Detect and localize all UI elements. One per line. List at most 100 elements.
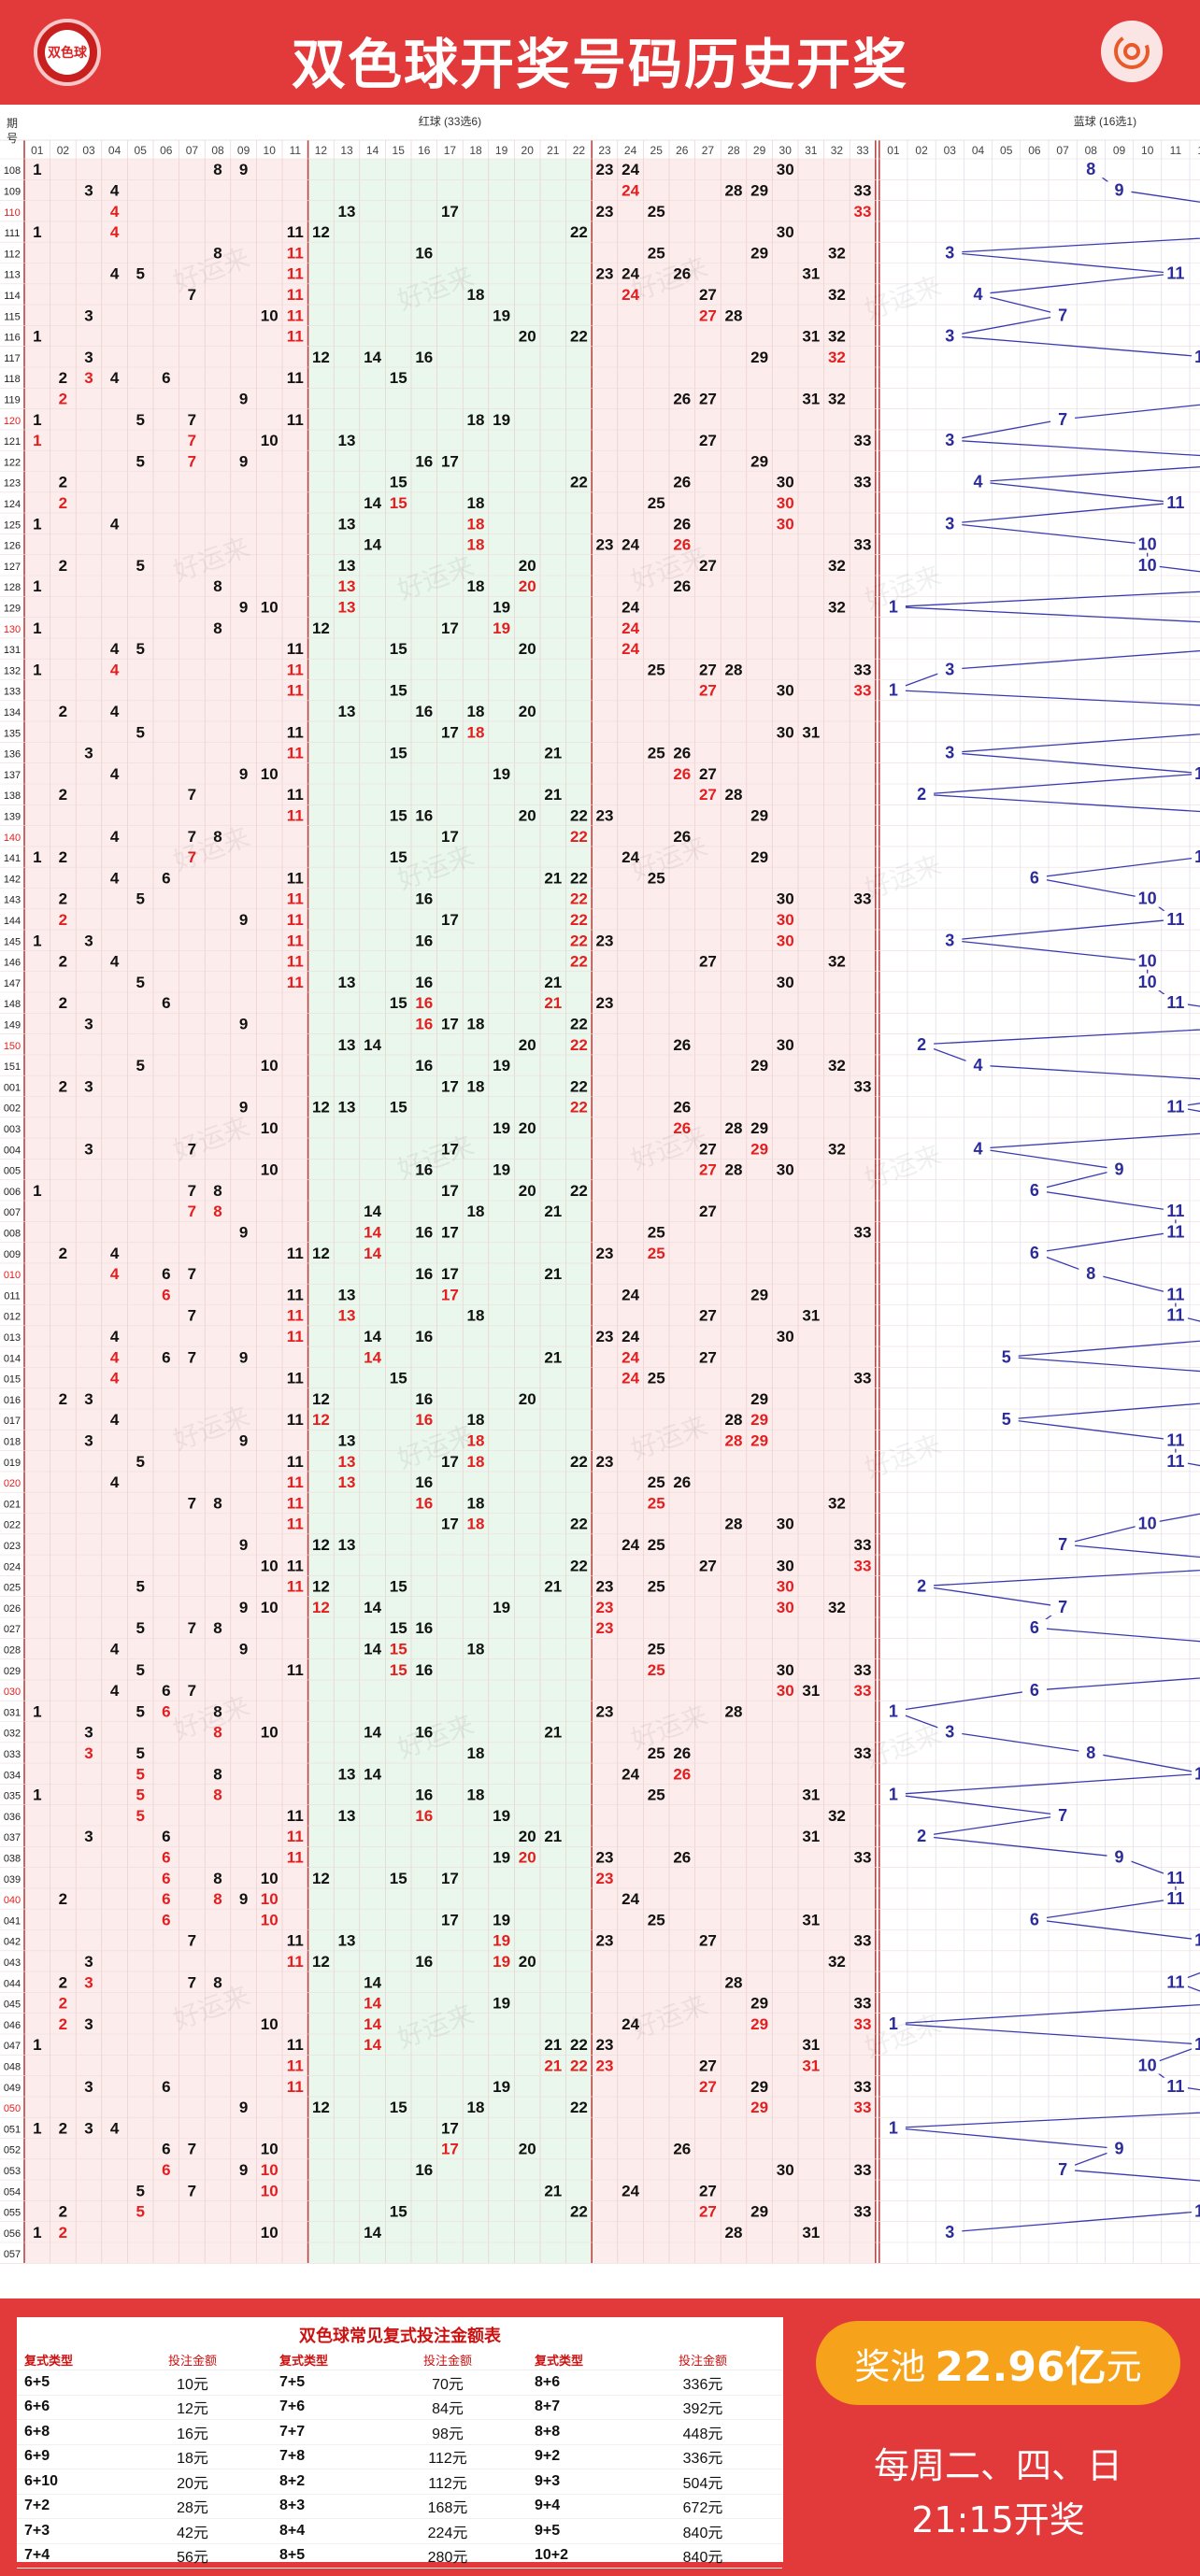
bet-amount: 840元 [682, 2525, 723, 2541]
blue-ball-bg [993, 1348, 1019, 1366]
blue-ball-bg [1192, 764, 1200, 782]
issue-label: 141 [4, 853, 21, 864]
bet-table-row: 7+4 56元 [17, 2544, 272, 2569]
red-ball-number: 32 [828, 1807, 846, 1825]
red-ball-number: 9 [239, 1223, 248, 1241]
red-ball-number: 26 [673, 1099, 691, 1117]
red-ball-number: 13 [338, 703, 356, 720]
issue-label: 033 [4, 1749, 21, 1760]
red-ball-number: 28 [725, 786, 743, 804]
bet-type: 9+3 [535, 2472, 561, 2489]
blue-ball-number: 11 [1166, 1889, 1184, 1908]
red-ball-number: 11 [287, 640, 304, 658]
red-ball-number: 21 [544, 1724, 562, 1742]
red-ball-number: 32 [828, 286, 846, 304]
red-ball-number: 17 [441, 1870, 459, 1887]
issue-label: 009 [4, 1249, 21, 1260]
red-ball-number: 11 [287, 869, 304, 887]
blue-ball-number: 1 [889, 681, 898, 700]
issue-label: 022 [4, 1520, 21, 1531]
red-ball-number: 19 [493, 2078, 510, 2096]
red-ball-number: 15 [390, 640, 407, 658]
blue-ball-number: 10 [1138, 2056, 1157, 2074]
red-ball-number: 11 [287, 974, 304, 991]
red-ball-number: 32 [828, 598, 846, 616]
red-ball-number: 27 [699, 1932, 717, 1950]
red-ball-number: 27 [699, 2057, 717, 2074]
bet-table-row: 7+8 112元 [272, 2445, 527, 2469]
red-ball-number: 2 [59, 369, 67, 387]
red-ball-number: 10 [261, 2161, 279, 2179]
red-ball-number: 11 [287, 1807, 304, 1825]
red-ball-number: 17 [441, 1286, 459, 1303]
blue-ball-bg [1021, 1681, 1047, 1700]
bet-amount-table: 双色球常见复式投注金额表 复式类型 投注金额 6+5 10元 6+6 12元 6+8 16元 6… [17, 2317, 783, 2569]
red-ball-number: 4 [110, 828, 120, 846]
red-ball-number: 11 [287, 369, 304, 387]
bet-amount: 18元 [177, 2451, 208, 2468]
red-ball-number: 30 [777, 2161, 794, 2179]
red-ball-number: 2 [59, 1890, 67, 1908]
blue-col-label-7: 07 [1056, 144, 1069, 157]
red-ball-number: 11 [287, 2057, 304, 2074]
red-ball-number: 16 [415, 1265, 433, 1283]
red-ball-number: 31 [802, 2224, 820, 2242]
red-ball-number: 8 [213, 244, 221, 262]
red-ball-number: 25 [648, 203, 665, 221]
red-ball-number: 26 [673, 536, 691, 554]
red-ball-number: 18 [467, 1431, 485, 1449]
red-ball-number: 11 [287, 932, 304, 949]
red-ball-number: 15 [390, 1370, 407, 1388]
blue-ball-bg [1107, 1848, 1132, 1866]
red-ball-number: 18 [467, 577, 485, 595]
issue-label: 019 [4, 1458, 21, 1469]
red-ball-number: 18 [467, 1786, 485, 1804]
red-col-label-9: 09 [237, 144, 250, 157]
red-ball-number: 12 [312, 1578, 330, 1596]
red-ball-number: 16 [415, 1411, 433, 1429]
blue-ball-bg [909, 1828, 935, 1845]
red-ball-number: 27 [699, 286, 717, 304]
red-ball-number: 33 [854, 682, 872, 700]
red-ball-number: 5 [136, 2182, 144, 2199]
red-ball-number: 13 [338, 1453, 356, 1471]
red-ball-number: 15 [390, 369, 407, 387]
red-ball-number: 33 [854, 1077, 872, 1095]
blue-ball-number: 11 [1166, 1098, 1184, 1117]
red-ball-number: 9 [239, 1599, 248, 1616]
issue-label: 027 [4, 1624, 21, 1635]
red-ball-number: 11 [287, 1370, 304, 1388]
blue-ball-bg [1079, 1743, 1104, 1762]
red-col-label-4: 04 [108, 144, 121, 157]
red-ball-number: 19 [493, 1953, 510, 1971]
red-ball-number: 21 [544, 745, 562, 762]
issue-label: 030 [4, 1686, 21, 1698]
red-ball-number: 11 [287, 328, 304, 346]
blue-ball-number: 3 [945, 744, 954, 762]
red-ball-number: 28 [725, 661, 743, 678]
blue-ball-number: 7 [1058, 1806, 1067, 1825]
bet-table-row: 8+3 168元 [272, 2495, 527, 2519]
red-ball-number: 13 [338, 1431, 356, 1449]
red-ball-number: 32 [828, 1057, 846, 1075]
red-ball-number: 4 [110, 2119, 120, 2137]
red-ball-number: 7 [188, 1265, 196, 1283]
issue-label: 149 [4, 1019, 21, 1031]
red-ball-number: 10 [261, 598, 279, 616]
blue-ball-number: 10 [1138, 556, 1157, 575]
red-ball-number: 10 [261, 1870, 279, 1887]
blue-ball-number: 11 [1166, 1222, 1184, 1241]
red-ball-number: 30 [777, 515, 794, 533]
blue-ball-bg [880, 1702, 906, 1720]
red-ball-number: 8 [213, 1786, 221, 1804]
red-ball-number: 19 [493, 1807, 510, 1825]
red-ball-number: 16 [415, 349, 433, 366]
red-ball-number: 14 [364, 536, 381, 554]
red-ball-number: 33 [854, 1932, 872, 1950]
red-ball-number: 22 [570, 1453, 588, 1471]
red-ball-number: 26 [673, 1119, 691, 1137]
bet-amount: 840元 [682, 2550, 723, 2567]
red-ball-number: 12 [312, 1099, 330, 1117]
red-ball-number: 1 [33, 1182, 41, 1200]
red-ball-number: 11 [287, 890, 304, 908]
